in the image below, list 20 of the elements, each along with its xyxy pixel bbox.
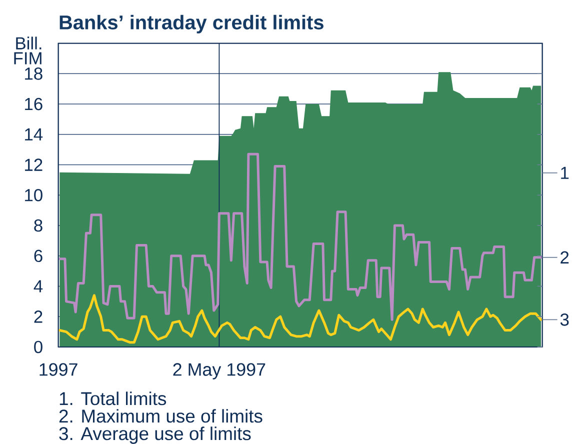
text: 3. Average use of limits <box>59 426 251 444</box>
series-label: 2 <box>560 251 569 264</box>
x-tick-label: 1997 <box>40 363 78 376</box>
series-label: 3 <box>560 313 569 326</box>
y-tick-label: 12 <box>25 158 42 171</box>
y-tick-label: 14 <box>25 128 43 140</box>
y-tick-label: 18 <box>25 67 42 80</box>
y-tick-label: 4 <box>34 280 43 292</box>
y-tick-label: 10 <box>25 188 42 202</box>
series-label: 1 <box>561 166 569 179</box>
x-tick-label: 2 May 1997 <box>173 363 266 380</box>
y-tick-label: 6 <box>34 250 42 262</box>
y-tick-label: 16 <box>25 98 42 110</box>
y-axis-title: Bill. FIM <box>14 36 42 64</box>
text: 1. Total limits <box>60 392 166 406</box>
y-tick-label: 2 <box>34 310 42 323</box>
chart-title: Banks’ intraday credit limits <box>60 14 324 34</box>
text: 2. Maximum use of limits <box>59 409 262 423</box>
y-tick-label: 8 <box>34 219 42 232</box>
y-tick-label: 0 <box>34 340 42 354</box>
